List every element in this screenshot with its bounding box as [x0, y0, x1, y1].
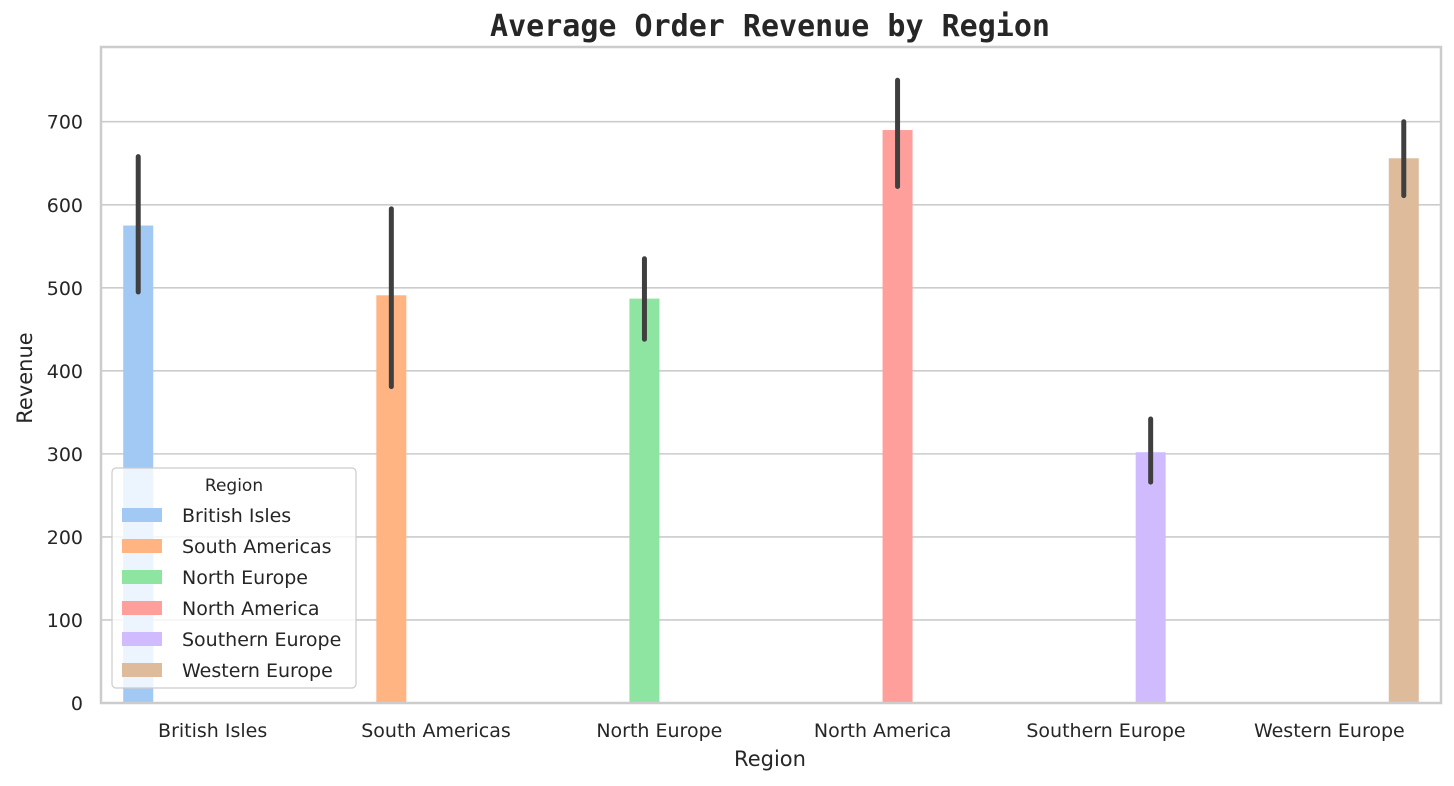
bar-western-europe [1388, 158, 1419, 704]
legend-swatch [122, 663, 162, 677]
bars [123, 130, 1419, 704]
x-tick-label: South Americas [361, 720, 511, 742]
y-axis-label: Revenue [13, 332, 37, 423]
legend-label: South Americas [182, 536, 332, 558]
y-tick-label: 500 [47, 278, 83, 300]
y-tick-label: 0 [71, 693, 83, 715]
bar-southern-europe [1135, 452, 1166, 703]
x-axis-label: Region [734, 747, 806, 771]
bar-north-america [882, 130, 913, 704]
y-tick-label: 400 [47, 361, 83, 383]
y-tick-label: 600 [47, 195, 83, 217]
chart-title: Average Order Revenue by Region [490, 9, 1050, 44]
y-tick-labels: 0 100 200 300 400 500 600 700 [47, 112, 83, 715]
legend: Region British Isles South Americas North … [111, 467, 357, 689]
plot-frame [99, 45, 1443, 705]
legend-label: Southern Europe [182, 629, 341, 651]
legend-label: British Isles [182, 505, 291, 527]
bar-north-europe [629, 298, 660, 703]
y-tick-label: 100 [47, 610, 83, 632]
legend-items: British Isles South Americas North Europe N… [122, 505, 341, 682]
legend-title: Region [205, 476, 263, 496]
x-tick-label: North Europe [596, 720, 722, 742]
x-tick-label: North America [814, 720, 952, 742]
x-tick-label: British Isles [158, 720, 267, 742]
x-tick-label: Western Europe [1254, 720, 1405, 742]
legend-box [111, 467, 357, 689]
y-tick-label: 700 [47, 112, 83, 134]
y-tick-label: 200 [47, 527, 83, 549]
legend-swatch [122, 570, 162, 584]
y-tick-label: 300 [47, 444, 83, 466]
legend-label: Western Europe [182, 660, 333, 682]
legend-label: North Europe [182, 567, 308, 589]
x-tick-labels: British Isles South Americas North Europe N… [158, 720, 1405, 742]
error-bars [135, 77, 1407, 485]
legend-swatch [122, 601, 162, 615]
legend-swatch [122, 632, 162, 646]
legend-swatch [122, 508, 162, 522]
legend-label: North America [182, 598, 320, 620]
legend-swatch [122, 539, 162, 553]
x-tick-label: Southern Europe [1026, 720, 1185, 742]
